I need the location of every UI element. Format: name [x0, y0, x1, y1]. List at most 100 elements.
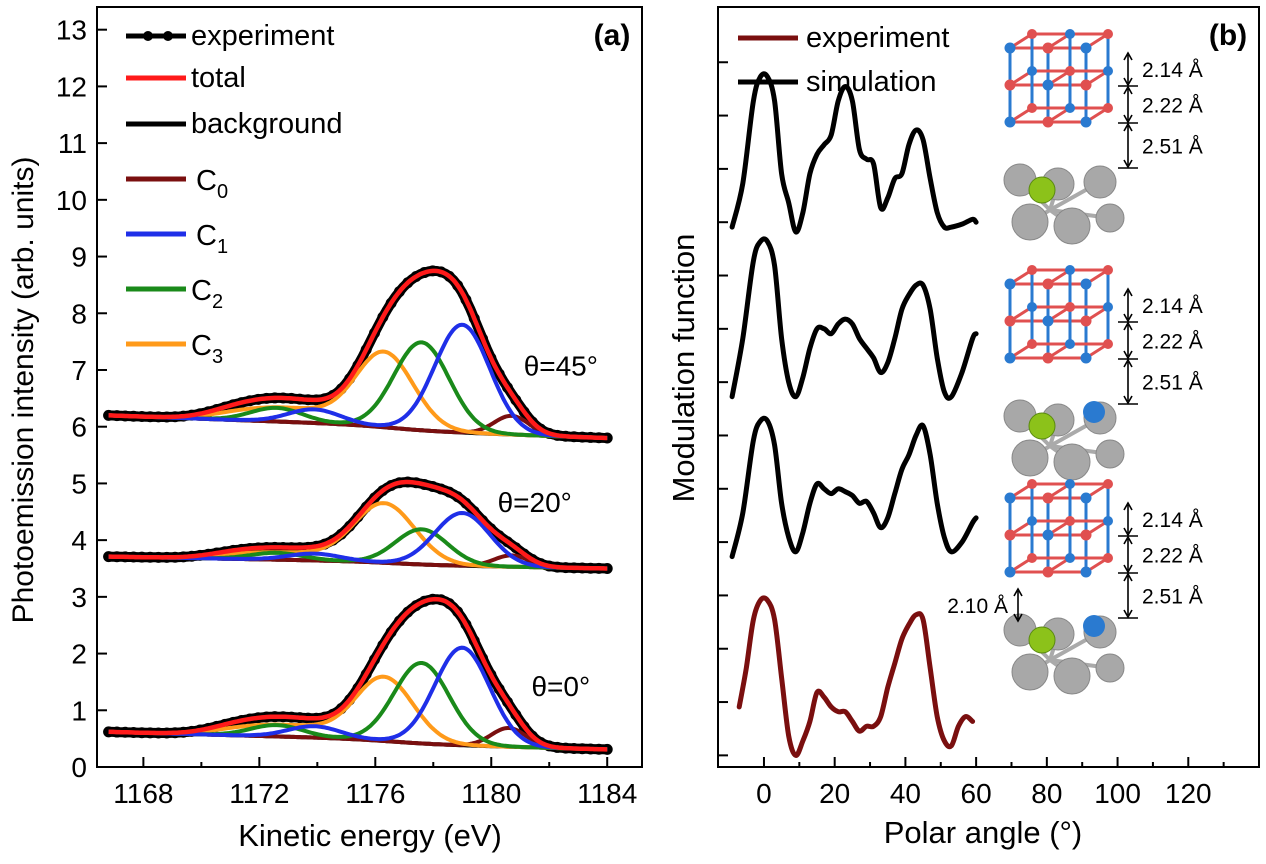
lattice-atom	[1065, 29, 1075, 39]
lattice-atom	[1004, 566, 1016, 578]
spacing-label: 2.14 Å	[1142, 295, 1203, 318]
lattice-atom	[1065, 516, 1075, 526]
x-tick-label: 60	[961, 778, 992, 809]
spacing-arrowhead	[1123, 51, 1133, 87]
panel-b-structures: 2.14 Å2.22 Å2.51 Å2.14 Å2.22 Å2.51 Å2.14…	[947, 29, 1203, 695]
panel-b: 0 20 40 60 80 100 120 (b) Polar angle (°) Modu…	[666, 6, 1260, 850]
panel-b-label: (b)	[1209, 19, 1247, 52]
x-tick-label: 80	[1031, 778, 1062, 809]
simulation-curve	[729, 415, 979, 560]
spacing-arrowhead	[1123, 572, 1133, 619]
lattice-atom	[1042, 278, 1054, 290]
spacing-arrowhead	[1123, 287, 1133, 323]
cluster-atom	[1011, 203, 1049, 241]
experiment-point	[601, 743, 613, 755]
legend-c3: C3	[191, 330, 223, 368]
lattice-atom	[1004, 116, 1016, 128]
panel-a-curves	[103, 265, 613, 755]
y-tick-label: 2	[71, 639, 87, 670]
lattice-atom	[1103, 479, 1113, 489]
cluster-blue-atom	[1083, 615, 1105, 637]
lattice-atom	[1080, 529, 1092, 541]
lattice-atom	[1027, 302, 1037, 312]
lattice-atom	[1027, 29, 1037, 39]
y-tick-label: 0	[71, 752, 87, 783]
adsorbate-atom	[1028, 176, 1056, 204]
lattice-atom	[1004, 492, 1016, 504]
x-tick-label: 1184	[577, 778, 637, 809]
x-tick-label: 1172	[229, 778, 289, 809]
cluster-atom	[1011, 439, 1049, 477]
lattice-atom	[1004, 79, 1016, 91]
y-tick-label: 3	[71, 582, 87, 613]
total-curve	[108, 268, 608, 441]
experiment-curve	[736, 595, 976, 758]
cluster-blue-atom	[1083, 401, 1105, 423]
lattice-atom	[1042, 352, 1054, 364]
lattice-atom	[1042, 492, 1054, 504]
structure-inset: 2.14 Å 2.22 Å 2.51 Å 2.10 Å	[947, 479, 1203, 695]
lattice-atom	[1027, 265, 1037, 275]
lattice-atom	[1004, 529, 1016, 541]
component-c1-curve	[108, 645, 608, 752]
y-tick-label: 4	[71, 525, 87, 556]
cluster-atom	[1083, 165, 1117, 199]
x-tick-label: 120	[1165, 778, 1212, 809]
spacing-arrowhead	[1123, 501, 1133, 537]
lattice-atom	[1080, 566, 1092, 578]
cluster-atom	[1053, 443, 1091, 481]
cluster-atom	[1095, 653, 1125, 683]
spacing-arrowhead	[1123, 321, 1133, 360]
panel-a-angle-labels: θ=0° θ=20° θ=45°	[498, 351, 598, 702]
panel-b-x-axis-label: Polar angle (°)	[884, 815, 1083, 850]
spacing-label: 2.51 Å	[1142, 586, 1203, 609]
adsorbate-atom	[1028, 412, 1056, 440]
x-tick-label: 1180	[461, 778, 521, 809]
component-c1-curve	[108, 322, 608, 440]
lattice-atom	[1004, 315, 1016, 327]
spacing-arrowhead	[1013, 587, 1023, 623]
legend-experiment-marker	[163, 31, 173, 41]
lattice-atom	[1080, 352, 1092, 364]
lattice-atom	[1103, 516, 1113, 526]
lattice-atom	[1027, 66, 1037, 76]
x-tick-label: 20	[819, 778, 850, 809]
spacing-label: 2.10 Å	[947, 595, 1008, 618]
lattice-atom	[1103, 339, 1113, 349]
lattice-atom	[1103, 66, 1113, 76]
lattice-atom	[1027, 103, 1037, 113]
lattice-atom	[1065, 479, 1075, 489]
spacing-arrowhead	[1123, 122, 1133, 169]
lattice-atom	[1080, 315, 1092, 327]
panel-a-legend: experiment total background C0 C1 C2 C3	[126, 20, 343, 368]
total-curve	[108, 596, 608, 752]
structure-inset: 2.14 Å 2.22 Å 2.51 Å	[1003, 265, 1203, 481]
y-tick-label: 6	[71, 412, 87, 443]
spacing-label: 2.51 Å	[1142, 372, 1203, 395]
total-curve	[108, 479, 608, 571]
y-tick-label: 8	[71, 298, 87, 329]
lattice-atom	[1042, 315, 1054, 327]
spacing-label: 2.22 Å	[1142, 545, 1203, 568]
x-tick-label: 1176	[345, 778, 405, 809]
y-tick-label: 12	[56, 71, 87, 102]
spectrum-angle-label: θ=20°	[498, 487, 572, 518]
lattice-atom	[1042, 529, 1054, 541]
panel-b-legend: experiment simulation	[738, 22, 949, 98]
panel-b-curves	[729, 71, 979, 758]
cluster-atom	[1095, 203, 1125, 233]
y-tick-label: 11	[58, 128, 87, 159]
lattice-atom	[1080, 42, 1092, 54]
lattice-atom	[1065, 553, 1075, 563]
legend-c0: C0	[196, 165, 228, 203]
x-tick-label: 0	[756, 778, 772, 809]
cluster-atom	[1053, 657, 1091, 695]
cluster-atom	[1011, 653, 1049, 691]
simulation-curve	[729, 236, 979, 401]
lattice-atom	[1027, 339, 1037, 349]
y-tick-label: 1	[71, 695, 87, 726]
lattice-atom	[1103, 265, 1113, 275]
y-tick-label: 9	[71, 242, 87, 273]
